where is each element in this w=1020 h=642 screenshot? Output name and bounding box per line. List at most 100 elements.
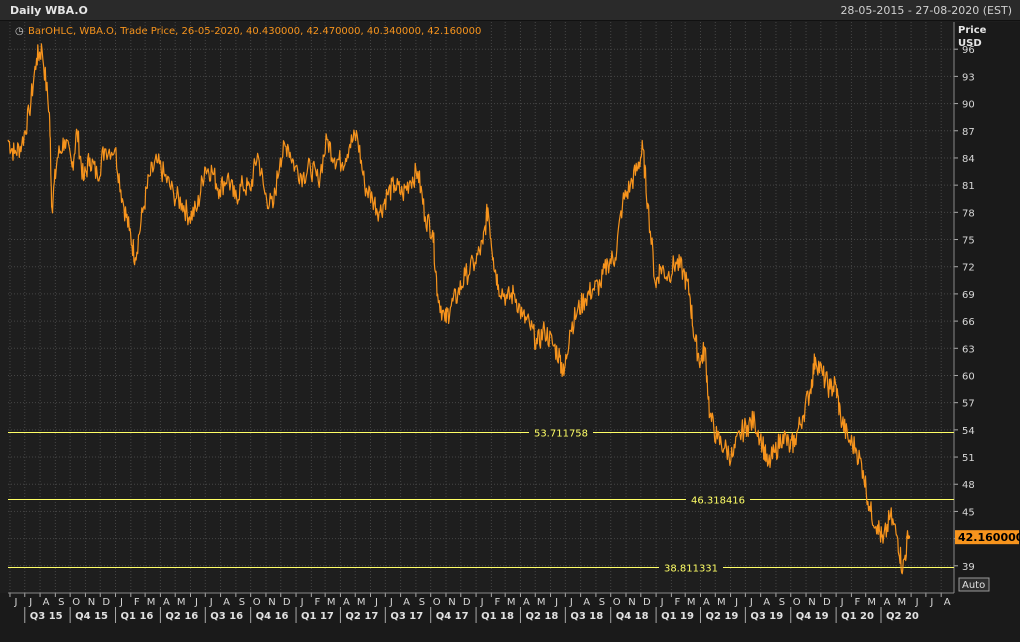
month-label: D <box>102 597 110 608</box>
y-axis-title-currency: USD <box>958 38 982 49</box>
quarter-label: Q1 17 <box>301 611 334 622</box>
quarter-label: Q3 19 <box>750 611 783 622</box>
quarter-label: Q3 18 <box>570 611 603 622</box>
month-label: O <box>793 597 801 608</box>
month-label: J <box>929 597 933 608</box>
quarter-label: Q1 20 <box>841 611 874 622</box>
y-axis-panel <box>954 22 1020 593</box>
quarter-label: Q3 15 <box>30 611 63 622</box>
month-label: N <box>88 597 95 608</box>
month-label: A <box>223 597 230 608</box>
y-tick-label: 90 <box>962 100 975 111</box>
month-label: A <box>343 597 350 608</box>
month-label: F <box>855 597 861 608</box>
month-label: M <box>507 597 516 608</box>
legend-text: BarOHLC, WBA.O, Trade Price, 26-05-2020,… <box>28 26 481 37</box>
month-label: D <box>283 597 291 608</box>
month-label: J <box>749 597 753 608</box>
quarter-label: Q2 18 <box>525 611 558 622</box>
month-label: M <box>867 597 876 608</box>
month-label: A <box>403 597 410 608</box>
quarter-label: Q2 17 <box>345 611 378 622</box>
quarter-label: Q3 16 <box>210 611 243 622</box>
y-tick-label: 51 <box>962 453 975 464</box>
month-label: J <box>13 597 17 608</box>
month-label: A <box>163 597 170 608</box>
month-label: J <box>374 597 378 608</box>
month-label: M <box>687 597 696 608</box>
month-label: A <box>703 597 710 608</box>
month-label: J <box>915 597 919 608</box>
month-label: N <box>448 597 455 608</box>
quarter-label: Q3 17 <box>390 611 423 622</box>
y-tick-label: 54 <box>962 426 975 437</box>
quarter-label: Q4 19 <box>796 611 829 622</box>
month-label: N <box>268 597 275 608</box>
clock-icon: ◷ <box>15 26 24 37</box>
y-tick-label: 69 <box>962 290 975 301</box>
month-label: A <box>884 597 891 608</box>
y-tick-label: 96 <box>962 45 975 56</box>
month-label: O <box>613 597 621 608</box>
title-bar: Daily WBA.O 28-05-2015 - 27-08-2020 (EST… <box>0 0 1020 21</box>
month-label: A <box>763 597 770 608</box>
month-label: J <box>119 597 123 608</box>
y-tick-label: 45 <box>962 507 975 518</box>
last-price-point <box>906 535 911 540</box>
level-label-bg <box>686 493 750 506</box>
month-label: J <box>194 597 198 608</box>
quarter-label: Q1 16 <box>121 611 154 622</box>
last-price-tag-bg <box>955 530 1019 545</box>
month-label: J <box>660 597 664 608</box>
month-label: M <box>717 597 726 608</box>
y-tick-label: 81 <box>962 181 975 192</box>
month-label: O <box>253 597 261 608</box>
month-label: F <box>675 597 681 608</box>
month-label: M <box>537 597 546 608</box>
month-label: J <box>569 597 573 608</box>
quarter-label: Q2 20 <box>886 611 919 622</box>
month-label: J <box>28 597 32 608</box>
y-tick-label: 57 <box>962 399 975 410</box>
quarter-label: Q4 18 <box>616 611 649 622</box>
month-label: N <box>628 597 635 608</box>
month-label: M <box>147 597 156 608</box>
quarter-label: Q2 19 <box>705 611 738 622</box>
month-label: D <box>823 597 831 608</box>
month-label: A <box>944 597 951 608</box>
month-label: S <box>239 597 245 608</box>
month-label: M <box>897 597 906 608</box>
price-series-line[interactable] <box>7 43 909 575</box>
auto-button-frame[interactable] <box>958 577 990 592</box>
y-tick-label: 60 <box>962 371 975 382</box>
month-label: A <box>43 597 50 608</box>
month-label: J <box>554 597 558 608</box>
y-tick-label: 93 <box>962 72 975 83</box>
y-tick-label: 87 <box>962 127 975 138</box>
y-tick-label: 78 <box>962 208 975 219</box>
month-label: D <box>463 597 471 608</box>
month-label: J <box>480 597 484 608</box>
date-range: 28-05-2015 - 27-08-2020 (EST) <box>840 4 1012 17</box>
y-tick-label: 84 <box>962 154 975 165</box>
month-label: M <box>177 597 186 608</box>
month-label: J <box>734 597 738 608</box>
y-tick-label: 75 <box>962 236 975 247</box>
quarter-label: Q4 15 <box>75 611 108 622</box>
month-label: S <box>779 597 785 608</box>
y-tick-label: 39 <box>962 562 975 573</box>
month-label: S <box>58 597 64 608</box>
level-label-bg <box>529 426 593 439</box>
plot-area <box>8 22 954 593</box>
x-axis-panel <box>0 593 1020 642</box>
quarter-label: Q2 16 <box>165 611 198 622</box>
month-label: N <box>808 597 815 608</box>
level-label-bg <box>659 561 723 574</box>
y-axis-title-price: Price <box>958 25 987 36</box>
month-label: F <box>134 597 140 608</box>
auto-scale-button[interactable]: Auto <box>962 580 985 591</box>
month-label: F <box>314 597 320 608</box>
last-price-tag: 42.160000 <box>958 531 1020 544</box>
